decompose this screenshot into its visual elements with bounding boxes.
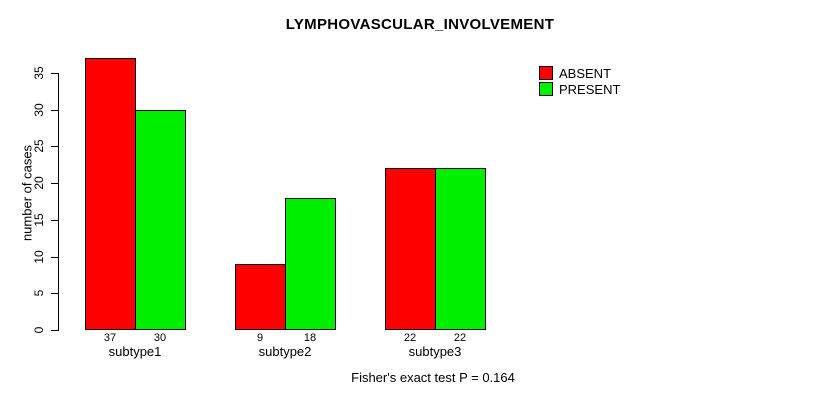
y-tick-label-30: 30 — [32, 103, 46, 117]
y-tick-label-15: 15 — [32, 213, 46, 227]
y-tick-10 — [51, 256, 58, 258]
y-tick-25 — [51, 146, 58, 148]
y-tick-label-0: 0 — [32, 326, 46, 334]
y-tick-30 — [51, 109, 58, 111]
bar-subtype2-present — [285, 197, 336, 330]
y-tick-5 — [51, 293, 58, 295]
bar-subtype1-present — [135, 109, 186, 330]
x-category-label-subtype3: subtype3 — [408, 344, 462, 359]
bar-value-subtype1-present: 30 — [153, 332, 167, 344]
y-tick-label-10: 10 — [32, 249, 46, 264]
bar-value-subtype2-present: 18 — [303, 332, 317, 344]
y-tick-label-20: 20 — [32, 176, 46, 190]
x-category-label-subtype1: subtype1 — [108, 344, 162, 359]
y-axis-line — [58, 73, 59, 331]
bar-subtype3-absent — [385, 168, 436, 330]
bar-subtype1-absent — [85, 58, 136, 330]
bar-subtype2-absent — [235, 263, 286, 330]
x-category-label-subtype2: subtype2 — [258, 344, 312, 359]
legend-item-absent: ABSENT — [539, 65, 620, 81]
legend-swatch-present — [539, 82, 553, 96]
legend-label-present: PRESENT — [559, 81, 621, 97]
bar-value-subtype3-absent: 22 — [403, 332, 417, 344]
legend: ABSENT PRESENT — [539, 65, 620, 97]
y-tick-15 — [51, 219, 58, 221]
y-tick-0 — [51, 330, 58, 331]
bar-value-subtype2-absent: 9 — [256, 332, 264, 344]
y-tick-label-35: 35 — [32, 66, 46, 80]
y-tick-label-25: 25 — [32, 139, 46, 154]
chart-title: LYMPHOVASCULAR_INVOLVEMENT — [285, 16, 555, 33]
y-tick-label-5: 5 — [32, 289, 46, 297]
legend-label-absent: ABSENT — [559, 65, 612, 81]
bar-value-subtype1-absent: 37 — [103, 332, 117, 344]
legend-swatch-absent — [539, 66, 553, 80]
y-tick-35 — [51, 73, 58, 74]
annotation-fisher-test: Fisher's exact test P = 0.164 — [351, 370, 515, 385]
y-tick-20 — [51, 183, 58, 185]
bar-value-subtype3-present: 22 — [453, 332, 467, 344]
legend-item-present: PRESENT — [539, 81, 620, 97]
bar-subtype3-present — [435, 168, 486, 330]
